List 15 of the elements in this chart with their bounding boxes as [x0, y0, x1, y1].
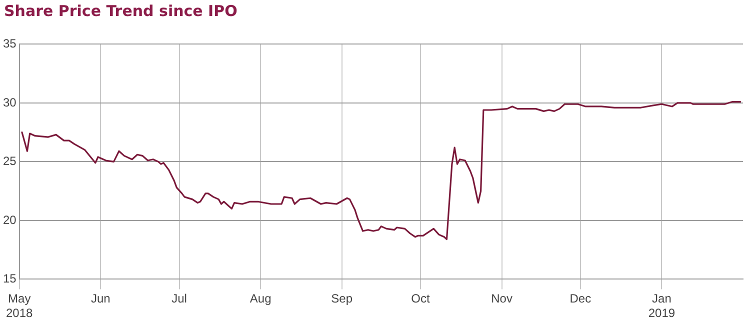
x-tick-label: Sep: [331, 292, 353, 306]
x-tick-label: May 2018: [6, 292, 34, 320]
x-tick-label: Oct: [411, 292, 430, 306]
x-tick-label: Jul: [172, 292, 187, 306]
y-tick-label: 35: [2, 36, 17, 51]
y-tick-label: 15: [2, 272, 17, 286]
x-tick-label: Dec: [570, 292, 592, 306]
x-tick-label: Aug: [250, 292, 272, 306]
x-tick-label: Jun: [90, 292, 110, 306]
y-tick-label: 30: [2, 95, 17, 110]
y-tick-label: 20: [2, 212, 17, 227]
x-tick-label: Nov: [491, 292, 512, 306]
y-tick-label: 25: [2, 154, 17, 168]
chart-title: Share Price Trend since IPO: [4, 2, 238, 20]
x-tick-label: Jan 2019: [648, 292, 676, 320]
